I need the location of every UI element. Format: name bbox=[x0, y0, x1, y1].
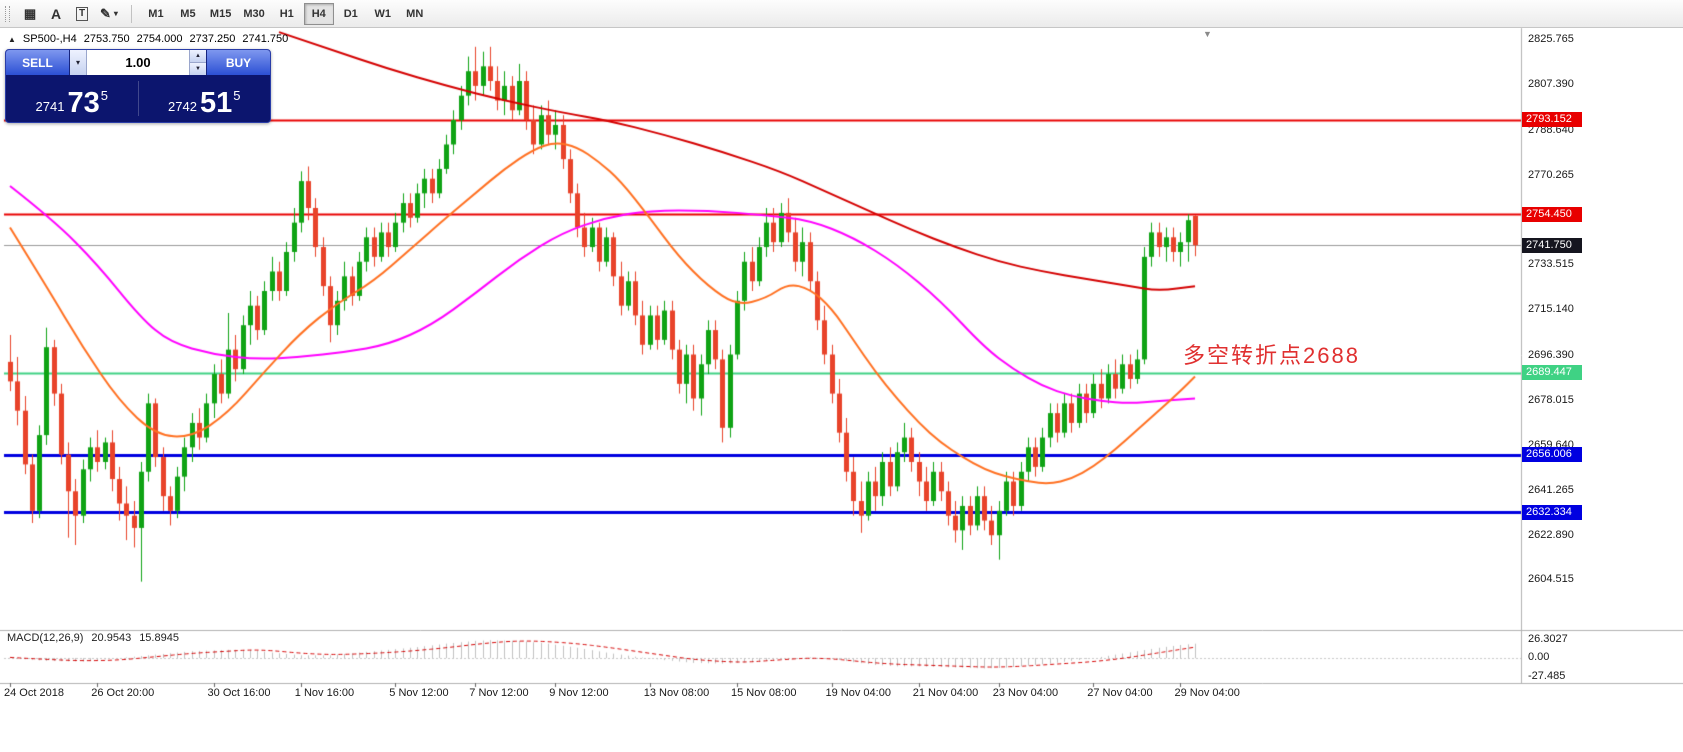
chart-info-line: ▲ SP500-,H4 2753.750 2754.000 2737.250 2… bbox=[8, 33, 288, 45]
macd-main-value: 20.9543 bbox=[91, 632, 132, 644]
scroll-to-end-marker-icon: ▼ bbox=[1203, 29, 1212, 39]
price-axis-tick: 2715.140 bbox=[1528, 303, 1574, 316]
buy-price-big-digits: 51 bbox=[199, 86, 233, 119]
timeframe-button-mn[interactable]: MN bbox=[400, 3, 430, 25]
macd-axis-tick: -27.485 bbox=[1528, 670, 1566, 682]
timeframe-button-m5[interactable]: M5 bbox=[173, 3, 203, 25]
timeframe-button-h1[interactable]: H1 bbox=[272, 3, 302, 25]
ohlc-low-value: 2737.250 bbox=[189, 33, 236, 45]
volume-dropdown-button[interactable]: ▾ bbox=[70, 50, 87, 75]
sell-price-big-digits: 73 bbox=[67, 86, 100, 119]
price-axis: 2825.7652807.3902788.6402770.2652751.890… bbox=[1522, 0, 1683, 752]
volume-input[interactable] bbox=[87, 50, 189, 75]
price-axis-tick: 2696.390 bbox=[1528, 349, 1574, 361]
timeframe-button-group: M1 M5 M15 M30 H1 H4 D1 W1 MN bbox=[140, 2, 431, 25]
current-price-label: 2741.750 bbox=[1522, 237, 1582, 253]
macd-axis-tick: 26.3027 bbox=[1528, 633, 1568, 645]
price-divider bbox=[137, 81, 139, 116]
macd-indicator-label: MACD(12,26,9) 20.9543 15.8945 bbox=[7, 632, 179, 644]
text-tool-button[interactable]: T bbox=[69, 3, 95, 25]
letter-a-tool-button[interactable]: A bbox=[43, 3, 69, 25]
ohlc-close-value: 2741.750 bbox=[242, 33, 289, 45]
price-axis-tick: 2622.890 bbox=[1528, 528, 1574, 541]
macd-title: MACD(12,26,9) bbox=[7, 632, 84, 644]
timeframe-button-w1[interactable]: W1 bbox=[368, 3, 398, 25]
timeframe-button-m30[interactable]: M30 bbox=[238, 3, 269, 25]
draw-tool-dropdown-icon: ▾ bbox=[113, 8, 118, 18]
buy-button[interactable]: BUY bbox=[206, 50, 270, 75]
macd-axis: 26.3027 0.00 -27.485 bbox=[1522, 0, 1683, 752]
volume-increase-button[interactable]: ▲ bbox=[190, 50, 206, 62]
letter-a-tool-icon: A bbox=[50, 5, 62, 22]
toolbar: ▦ A T ✎ ▾ M1 M5 M15 M30 H1 H4 D1 W1 MN bbox=[0, 0, 1683, 28]
timeframe-button-m1[interactable]: M1 bbox=[141, 3, 171, 25]
volume-dropdown-icon: ▾ bbox=[75, 58, 80, 67]
one-click-collapse-icon[interactable]: ▲ bbox=[8, 34, 16, 44]
price-axis-tick: 2807.390 bbox=[1528, 77, 1574, 90]
trade-panel-prices: 2741 73 5 2742 51 5 bbox=[6, 75, 270, 122]
draw-tool-button[interactable]: ✎ ▾ bbox=[95, 3, 123, 25]
price-level-label: 2793.152 bbox=[1522, 112, 1582, 128]
price-axis-tick: 2604.515 bbox=[1528, 573, 1574, 586]
macd-axis-tick: 0.00 bbox=[1528, 651, 1550, 664]
sell-price-pip-digit: 5 bbox=[100, 88, 108, 103]
chart-annotation-text: 多空转折点2688 bbox=[1183, 343, 1360, 368]
price-axis-tick: 2825.765 bbox=[1528, 33, 1574, 46]
one-click-trading-panel: SELL ▾ ▲ ▼ BUY 2741 73 5 2742 51 5 bbox=[5, 49, 271, 123]
ohlc-high-value: 2754.000 bbox=[136, 33, 183, 45]
timeframe-button-m15[interactable]: M15 bbox=[205, 3, 236, 25]
trade-panel-controls: SELL ▾ ▲ ▼ BUY bbox=[6, 50, 270, 75]
ohlc-open-value: 2753.750 bbox=[83, 33, 130, 45]
price-level-label: 2656.006 bbox=[1522, 447, 1582, 463]
buy-price-pip-digit: 5 bbox=[233, 88, 241, 103]
draw-tool-icon: ✎ bbox=[100, 6, 111, 21]
text-tool-icon: T bbox=[75, 6, 89, 21]
sell-button[interactable]: SELL bbox=[6, 50, 70, 75]
price-axis-tick: 2678.015 bbox=[1528, 393, 1574, 406]
macd-signal-value: 15.8945 bbox=[139, 632, 179, 644]
symbol-period-label: SP500-,H4 bbox=[22, 33, 77, 45]
timeframe-button-d1[interactable]: D1 bbox=[336, 3, 366, 25]
volume-decrease-button[interactable]: ▼ bbox=[190, 62, 206, 75]
chart-grid-button[interactable]: ▦ bbox=[17, 3, 43, 25]
price-axis-tick: 2733.515 bbox=[1528, 258, 1574, 271]
buy-price-display: 2742 51 5 bbox=[139, 75, 271, 122]
price-level-label: 2632.334 bbox=[1522, 504, 1582, 520]
toolbar-grip[interactable] bbox=[5, 5, 10, 22]
timeframe-button-h4[interactable]: H4 bbox=[303, 2, 334, 25]
buy-price-prefix: 2742 bbox=[168, 99, 197, 115]
sell-price-display: 2741 73 5 bbox=[6, 75, 138, 122]
chart-grid-icon: ▦ bbox=[23, 6, 37, 21]
toolbar-separator bbox=[130, 4, 132, 23]
volume-spinner: ▲ ▼ bbox=[189, 50, 206, 75]
price-axis-tick: 2770.265 bbox=[1528, 168, 1574, 181]
sell-price-prefix: 2741 bbox=[35, 99, 65, 115]
price-level-label: 2689.447 bbox=[1522, 365, 1582, 381]
price-level-label: 2754.450 bbox=[1522, 206, 1582, 222]
price-axis-tick: 2641.265 bbox=[1528, 483, 1574, 496]
